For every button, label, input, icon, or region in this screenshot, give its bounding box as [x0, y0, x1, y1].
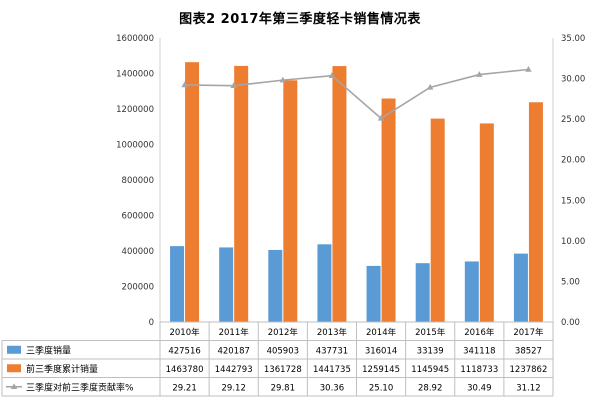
- line-marker: [426, 83, 434, 90]
- table-cell-value: 437731: [316, 346, 348, 356]
- line-series: [181, 65, 532, 121]
- bar-q3-sales: [464, 261, 479, 322]
- table-cell-value: 29.12: [222, 383, 246, 393]
- y-left-tick-label: 1000000: [116, 141, 154, 151]
- legend-label: 三季度销量: [26, 344, 71, 356]
- line-marker: [476, 71, 483, 77]
- y-right-tick-label: 25.00: [561, 115, 585, 125]
- table-cell-value: 1259145: [362, 365, 400, 375]
- line-marker: [328, 72, 336, 78]
- table-cell-value: 30.49: [467, 383, 491, 393]
- bar-cumulative-sales: [479, 123, 494, 322]
- bar-q3-sales: [219, 247, 234, 322]
- line-marker: [181, 81, 188, 88]
- legend-key-marker: [10, 383, 18, 390]
- table-cell-value: 1463780: [166, 365, 204, 375]
- y-right-tick-label: 35.00: [561, 34, 585, 44]
- y-right-tick-label: 15.00: [561, 196, 585, 206]
- table-cell-value: 1442793: [215, 365, 253, 375]
- y-right-tick-label: 0.00: [561, 318, 580, 328]
- category-label: 2012年: [268, 327, 299, 338]
- y-left-tick-label: 400000: [122, 247, 154, 257]
- data-table: 2010年 2011年 2012年 2013年 2014年 2015年 2016年 2017年…: [1, 321, 554, 397]
- chart-title: 图表2 2017年第三季度轻卡销售情况表: [179, 12, 421, 27]
- category-label: 2010年: [169, 327, 200, 338]
- bar-cumulative-sales: [234, 65, 249, 323]
- line-contribution-rate: [184, 68, 529, 120]
- bar-cumulative-sales: [381, 98, 396, 322]
- y-right-tick-label: 5.00: [561, 277, 580, 287]
- bar-cumulative-sales: [528, 102, 543, 322]
- bar-q3-sales: [170, 246, 185, 322]
- table-cell-value: 38527: [515, 346, 542, 356]
- axes: 0 200000 400000 600000 800000 1000000 1200000 1…: [116, 34, 585, 328]
- legend-key: [7, 345, 21, 354]
- table-cell-value: 405903: [267, 346, 299, 356]
- category-label: 2014年: [366, 327, 397, 338]
- bar-q3-sales: [513, 253, 528, 322]
- table-cell-value: 25.10: [369, 383, 393, 393]
- bar-q3-sales: [415, 263, 430, 322]
- y-left-tick-label: 1200000: [116, 105, 154, 115]
- legend-key: [7, 364, 21, 373]
- table-cell-value: 1441735: [313, 365, 351, 375]
- table-cell-value: 341118: [463, 346, 495, 356]
- legend-label: 三季度对前三季度贡献率%: [26, 381, 134, 393]
- y-right-tick-label: 20.00: [561, 156, 585, 166]
- y-left-tick-label: 200000: [122, 283, 154, 293]
- table-cell-value: 427516: [168, 346, 200, 356]
- category-label: 2016年: [464, 327, 495, 338]
- legend-label: 前三季度累计销量: [26, 363, 98, 375]
- y-left-tick-label: 600000: [122, 212, 154, 222]
- table-cell-value: 1237862: [510, 365, 548, 375]
- bar-cumulative-sales: [185, 62, 200, 323]
- y-left-tick-label: 800000: [122, 176, 154, 186]
- table-cell-value: 33139: [417, 346, 444, 356]
- line-marker: [525, 65, 532, 72]
- line-marker: [279, 76, 287, 83]
- line-marker: [230, 82, 237, 89]
- table-cell-value: 29.21: [172, 383, 196, 393]
- category-label: 2015年: [415, 327, 446, 338]
- y-left-tick-label: 0: [149, 318, 154, 328]
- y-right-tick-label: 30.00: [561, 75, 585, 85]
- y-left-tick-label: 1600000: [116, 34, 154, 44]
- category-label: 2013年: [317, 327, 348, 338]
- table-cell-value: 28.92: [418, 383, 442, 393]
- y-left-tick-label: 1400000: [116, 70, 154, 80]
- table-cell-value: 31.12: [516, 383, 540, 393]
- bar-q3-sales: [317, 244, 332, 322]
- table-cell-value: 1361728: [264, 365, 302, 375]
- table-cell-value: 30.36: [320, 383, 344, 393]
- table-cell-value: 1145945: [411, 365, 449, 375]
- table-cell-value: 29.81: [271, 383, 295, 393]
- table-cell-value: 420187: [217, 346, 249, 356]
- bar-cumulative-sales: [430, 118, 445, 323]
- table-cell-value: 1118733: [460, 365, 498, 375]
- bars: [170, 62, 543, 323]
- line-marker: [377, 114, 385, 121]
- category-label: 2017年: [513, 327, 544, 338]
- category-label: 2011年: [219, 327, 250, 338]
- bar-q3-sales: [268, 249, 283, 322]
- y-right-tick-label: 10.00: [561, 237, 585, 247]
- bar-cumulative-sales: [332, 66, 347, 322]
- bar-cumulative-sales: [283, 80, 298, 323]
- bar-q3-sales: [366, 265, 381, 322]
- table-cell-value: 316014: [365, 346, 397, 356]
